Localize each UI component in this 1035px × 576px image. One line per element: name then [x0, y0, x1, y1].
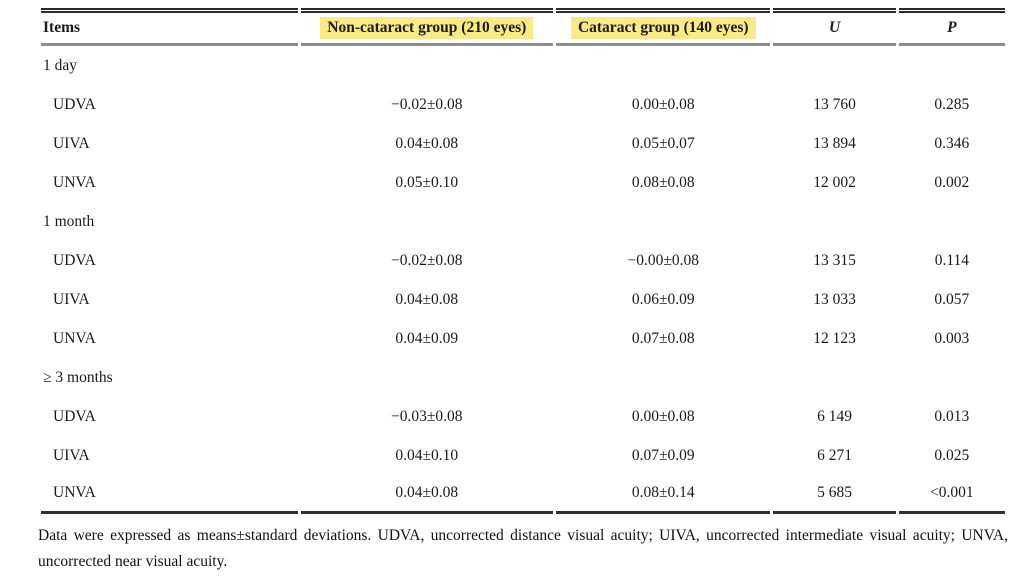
column-header-cataract-group: Cataract group (140 eyes) — [556, 8, 771, 46]
value-cell-non-cataract: −0.02±0.08 — [391, 95, 463, 113]
table-row: UDVA −0.03±0.08 0.00±0.08 6 149 0.013 — [41, 397, 1005, 436]
value-cell-p: 0.013 — [934, 407, 970, 425]
table-row: UIVA 0.04±0.08 0.05±0.07 13 894 0.346 — [41, 124, 1005, 163]
table-header: Items Non-cataract group (210 eyes) Cata… — [41, 8, 1005, 46]
column-header-non-cataract-group: Non-cataract group (210 eyes) — [300, 8, 554, 46]
highlight-cataract: Cataract group (140 eyes) — [570, 17, 756, 39]
value-cell-p: 0.003 — [934, 329, 970, 347]
section-row-1-day: 1 day — [41, 46, 1005, 85]
value-cell-u: 5 685 — [773, 475, 896, 514]
item-cell: UIVA — [53, 290, 90, 308]
item-cell: UNVA — [53, 329, 96, 347]
value-cell-cataract: 0.05±0.07 — [631, 134, 695, 152]
value-cell-cataract: 0.08±0.08 — [631, 173, 695, 191]
value-cell-cataract: −0.00±0.08 — [627, 251, 700, 269]
table-row: UDVA −0.02±0.08 −0.00±0.08 13 315 0.114 — [41, 241, 1005, 280]
value-cell-cataract: 0.08±0.14 — [556, 475, 771, 514]
table-row: UIVA 0.04±0.08 0.06±0.09 13 033 0.057 — [41, 280, 1005, 319]
table-row: UIVA 0.04±0.10 0.07±0.09 6 271 0.025 — [41, 436, 1005, 475]
value-cell-p: 0.002 — [934, 173, 970, 191]
section-row-3-months: ≥ 3 months — [41, 358, 1005, 397]
value-cell-u: 13 315 — [813, 251, 856, 269]
results-table: Items Non-cataract group (210 eyes) Cata… — [38, 8, 1008, 514]
item-cell: UIVA — [53, 446, 90, 464]
section-label: ≥ 3 months — [43, 368, 113, 386]
value-cell-non-cataract: 0.04±0.08 — [395, 290, 459, 308]
value-cell-p: 0.346 — [934, 134, 970, 152]
value-cell-p: 0.057 — [934, 290, 970, 308]
value-cell-u: 12 002 — [813, 173, 856, 191]
table-body: 1 day UDVA −0.02±0.08 0.00±0.08 13 760 0… — [41, 46, 1005, 514]
column-header-items: Items — [41, 8, 298, 46]
column-header-u-statistic: U — [773, 8, 896, 46]
value-cell-non-cataract: −0.03±0.08 — [391, 407, 463, 425]
value-cell-p: <0.001 — [898, 475, 1005, 514]
table-row: UDVA −0.02±0.08 0.00±0.08 13 760 0.285 — [41, 85, 1005, 124]
value-cell-non-cataract: 0.04±0.09 — [395, 329, 459, 347]
table-row: UNVA 0.04±0.08 0.08±0.14 5 685 <0.001 — [41, 475, 1005, 514]
value-cell-non-cataract: 0.04±0.08 — [395, 134, 459, 152]
table-row: UNVA 0.04±0.09 0.07±0.08 12 123 0.003 — [41, 319, 1005, 358]
value-cell-cataract: 0.00±0.08 — [631, 95, 695, 113]
section-label: 1 month — [43, 212, 95, 230]
value-cell-p: 0.114 — [934, 251, 970, 269]
value-cell-u: 12 123 — [813, 329, 856, 347]
item-cell: UNVA — [41, 475, 298, 514]
value-cell-u: 13 760 — [813, 95, 856, 113]
value-cell-u: 6 149 — [817, 407, 853, 425]
table-footnote: Data were expressed as means±standard de… — [38, 527, 1008, 571]
value-cell-cataract: 0.06±0.09 — [631, 290, 695, 308]
section-row-1-month: 1 month — [41, 202, 1005, 241]
item-cell: UDVA — [53, 407, 96, 425]
column-header-p-value: P — [898, 8, 1005, 46]
value-cell-non-cataract: 0.04±0.08 — [300, 475, 554, 514]
item-cell: UNVA — [53, 173, 96, 191]
value-cell-u: 13 033 — [813, 290, 856, 308]
header-row: Items Non-cataract group (210 eyes) Cata… — [41, 8, 1005, 46]
item-cell: UDVA — [53, 251, 96, 269]
value-cell-u: 6 271 — [817, 446, 853, 464]
value-cell-p: 0.285 — [934, 95, 970, 113]
value-cell-p: 0.025 — [934, 446, 970, 464]
item-cell: UDVA — [53, 95, 96, 113]
value-cell-cataract: 0.07±0.09 — [631, 446, 695, 464]
value-cell-non-cataract: 0.05±0.10 — [395, 173, 459, 191]
value-cell-non-cataract: 0.04±0.10 — [395, 446, 459, 464]
value-cell-cataract: 0.07±0.08 — [631, 329, 695, 347]
value-cell-non-cataract: −0.02±0.08 — [391, 251, 463, 269]
highlight-non-cataract: Non-cataract group (210 eyes) — [320, 17, 534, 39]
table-row: UNVA 0.05±0.10 0.08±0.08 12 002 0.002 — [41, 163, 1005, 202]
item-cell: UIVA — [53, 134, 90, 152]
value-cell-u: 13 894 — [813, 134, 856, 152]
value-cell-cataract: 0.00±0.08 — [631, 407, 695, 425]
section-label: 1 day — [43, 56, 78, 74]
